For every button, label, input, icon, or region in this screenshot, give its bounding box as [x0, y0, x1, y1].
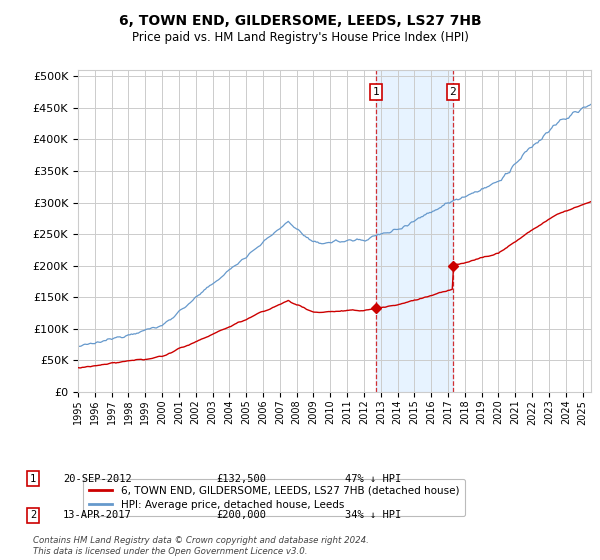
Text: Contains HM Land Registry data © Crown copyright and database right 2024.
This d: Contains HM Land Registry data © Crown c…	[33, 536, 369, 556]
Text: 20-SEP-2012: 20-SEP-2012	[63, 474, 132, 484]
Text: 47% ↓ HPI: 47% ↓ HPI	[345, 474, 401, 484]
Text: Price paid vs. HM Land Registry's House Price Index (HPI): Price paid vs. HM Land Registry's House …	[131, 31, 469, 44]
Text: 2: 2	[30, 510, 36, 520]
Bar	[376, 70, 453, 392]
Text: 1: 1	[30, 474, 36, 484]
Text: 6, TOWN END, GILDERSOME, LEEDS, LS27 7HB: 6, TOWN END, GILDERSOME, LEEDS, LS27 7HB	[119, 14, 481, 28]
Text: 13-APR-2017: 13-APR-2017	[63, 510, 132, 520]
Text: 34% ↓ HPI: 34% ↓ HPI	[345, 510, 401, 520]
Legend: 6, TOWN END, GILDERSOME, LEEDS, LS27 7HB (detached house), HPI: Average price, d: 6, TOWN END, GILDERSOME, LEEDS, LS27 7HB…	[83, 479, 466, 516]
Text: £132,500: £132,500	[216, 474, 266, 484]
Text: 1: 1	[373, 87, 379, 97]
Text: 2: 2	[449, 87, 456, 97]
Text: £200,000: £200,000	[216, 510, 266, 520]
